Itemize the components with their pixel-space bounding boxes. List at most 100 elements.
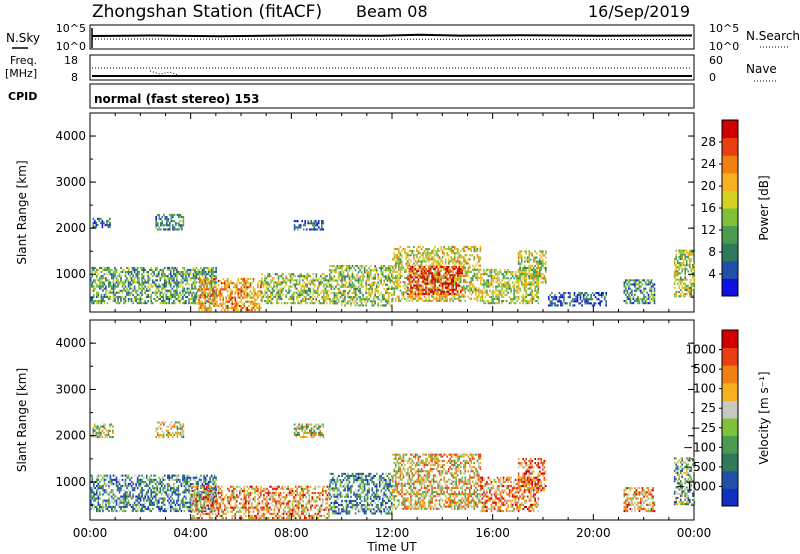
power-cell [162,273,165,276]
power-cell [414,290,417,293]
power-cell [161,289,163,292]
power-cell [274,285,277,288]
power-cell [464,254,467,257]
power-cell [201,309,203,312]
power-cell [411,264,414,267]
power-cell [274,295,277,298]
power-cell [525,273,527,276]
power-cell [678,284,680,287]
power-cell [456,268,459,271]
power-cell [483,281,485,284]
velocity-cell [96,491,98,494]
power-cell [165,285,168,288]
power-cell [534,256,536,259]
power-cell [684,286,686,289]
power-cell [552,298,555,301]
power-cell [398,272,400,275]
power-cell [437,268,439,271]
power-cell [112,283,115,286]
velocity-cell [106,499,109,502]
power-cell [177,293,180,296]
power-cell [458,252,460,255]
power-cell [378,298,381,301]
velocity-cell [123,510,125,513]
velocity-cell [108,505,110,508]
power-cell [432,286,435,289]
power-cell [597,292,600,295]
power-cell [501,285,503,288]
power-cell [678,291,680,294]
power-cell [144,281,146,284]
power-cell [532,268,535,271]
power-cell [365,298,367,301]
power-cell [440,245,442,248]
power-cell [362,275,364,278]
velocity-cell [93,495,95,498]
power-cell [222,300,224,303]
power-cell [495,273,497,276]
power-cell [432,276,435,279]
power-cell [277,291,280,294]
velocity-cell [115,489,118,492]
power-cell [280,273,283,276]
velocity-cell [322,423,325,426]
power-cell [426,254,429,257]
power-cell [306,283,308,286]
power-cell [388,287,390,290]
power-cell [142,271,145,274]
velocity-cell [98,429,101,432]
power-cell [443,299,445,302]
power-cell [490,300,493,303]
power-cell [177,298,180,301]
power-cell [208,296,211,299]
power-cell [629,302,632,305]
power-cell [330,283,333,286]
power-cell [498,271,500,274]
power-cell [282,273,284,276]
power-cell [185,273,187,276]
power-cell [534,287,536,290]
velocity-cell [173,425,176,428]
velocity-cell [313,425,316,428]
velocity-cell [105,503,107,506]
power-cell [261,298,263,301]
power-cell [505,293,508,296]
power-cell [104,224,107,227]
power-cell [226,282,229,285]
power-cell [188,273,190,276]
power-cell [675,266,677,269]
power-cell [100,285,103,288]
power-cell [396,256,399,259]
power-cell [542,281,544,284]
power-cell [487,285,490,288]
power-cell [375,289,378,292]
power-cell [336,283,339,286]
power-cell [399,277,402,280]
velocity-cell [305,436,308,439]
power-cell [678,257,680,260]
power-cell [254,294,256,297]
power-cell [168,302,171,305]
power-cell [165,295,168,298]
power-cell [561,296,564,299]
power-cell [301,275,304,278]
power-cell [295,283,298,286]
power-cell [201,271,204,274]
power-cell [437,254,439,257]
power-cell [255,302,258,305]
power-cell [356,265,358,268]
power-cell [159,268,162,271]
power-cell [634,279,636,282]
power-cell [333,302,336,305]
power-cell [206,266,208,269]
power-cell [684,282,686,285]
power-cell [192,266,195,269]
power-cell [441,262,444,265]
power-cell [271,291,274,294]
power-cell [528,264,530,267]
velocity-cell [315,425,317,428]
power-cell [496,285,499,288]
power-cell [507,271,509,274]
power-cell [393,252,396,255]
power-cell [423,292,426,295]
